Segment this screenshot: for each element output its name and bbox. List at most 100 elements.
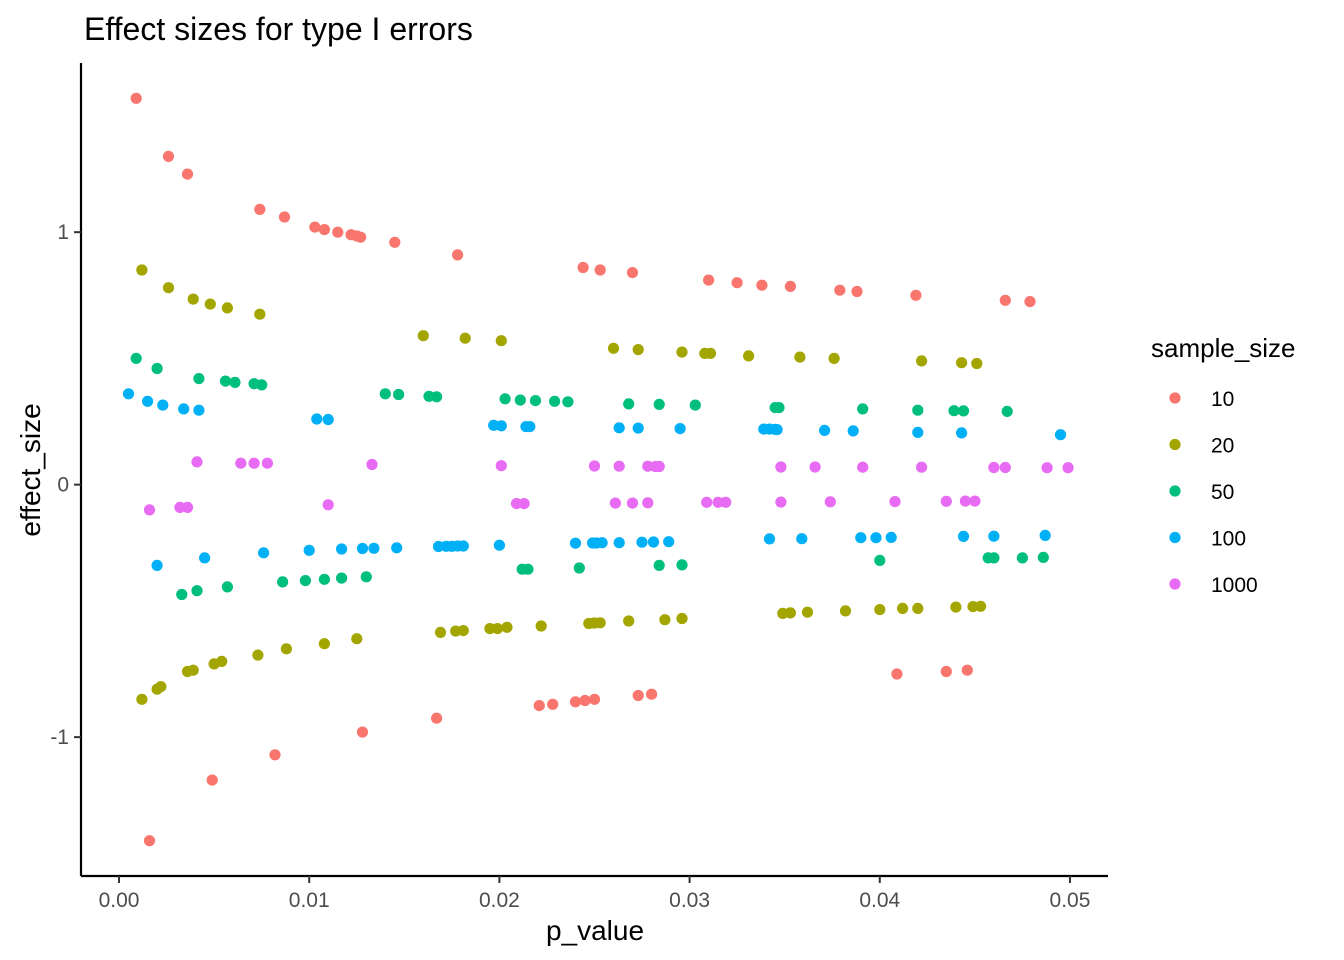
point-1000-4: [366, 458, 378, 471]
point-50-12: [514, 394, 526, 406]
point-1000-7: [613, 460, 625, 472]
x-tick-label-1: 0.01: [289, 889, 330, 912]
point-100-4: [193, 404, 205, 416]
point-1000-2: [248, 457, 260, 469]
point-10-21: [851, 285, 863, 298]
point-20-18: [956, 357, 968, 369]
point-50-33: [360, 571, 372, 583]
point-50-16: [623, 398, 635, 410]
point-100-37: [569, 537, 582, 549]
point-10-19: [784, 280, 797, 292]
point-10-4: [278, 211, 291, 223]
point-50-24: [957, 405, 970, 417]
point-50-35: [522, 563, 534, 575]
point-10-38: [940, 665, 952, 678]
points-layer: [122, 92, 1074, 847]
point-50-20: [773, 402, 785, 414]
point-100-1: [142, 395, 154, 407]
point-10-18: [756, 279, 768, 291]
point-1000-5: [495, 460, 507, 472]
point-100-11: [613, 422, 625, 434]
point-20-37: [535, 620, 547, 632]
point-20-28: [280, 643, 292, 655]
point-1000-21: [181, 501, 194, 513]
point-20-53: [975, 600, 987, 612]
point-20-7: [459, 332, 471, 344]
point-20-41: [623, 615, 635, 627]
point-100-41: [613, 537, 625, 549]
point-1000-15: [988, 461, 1000, 474]
point-50-36: [573, 562, 585, 574]
point-50-14: [549, 395, 561, 407]
point-10-34: [588, 693, 601, 705]
point-10-26: [206, 774, 218, 786]
point-20-24: [187, 664, 199, 676]
point-100-49: [885, 531, 897, 544]
point-20-14: [743, 350, 755, 362]
y-tick-label-2: 1: [57, 221, 69, 244]
point-10-13: [577, 261, 589, 274]
point-10-6: [318, 224, 330, 236]
point-10-5: [309, 221, 321, 233]
point-20-1: [162, 282, 175, 294]
point-100-5: [311, 413, 323, 425]
point-50-42: [1016, 552, 1028, 564]
point-50-26: [176, 588, 188, 601]
point-1000-33: [889, 496, 901, 508]
point-20-50: [912, 602, 924, 615]
point-1000-11: [775, 461, 787, 473]
legend-items: 10 20 50 100 1000: [1169, 388, 1258, 597]
point-50-25: [1001, 405, 1013, 417]
y-tick-label-1: 0: [57, 474, 69, 497]
point-20-51: [950, 601, 962, 613]
x-axis-ticks: 0.00 0.01 0.02 0.03 0.04 0.05: [99, 876, 1090, 912]
point-100-6: [322, 413, 334, 426]
point-1000-25: [609, 497, 622, 509]
legend: sample_size 10 20 50 100 1000: [1151, 333, 1296, 597]
point-100-22: [1054, 429, 1067, 441]
point-20-35: [491, 623, 504, 635]
legend-label-10: 10: [1211, 388, 1234, 411]
point-1000-26: [626, 497, 639, 509]
point-50-0: [130, 352, 142, 364]
point-10-27: [269, 749, 281, 761]
point-20-5: [254, 308, 266, 320]
point-10-24: [1024, 296, 1036, 308]
point-50-43: [1037, 551, 1049, 564]
point-20-46: [801, 606, 814, 618]
point-10-12: [452, 249, 464, 261]
point-100-52: [1039, 529, 1051, 542]
point-20-30: [351, 633, 363, 645]
point-20-0: [136, 264, 148, 276]
point-1000-17: [1041, 462, 1053, 474]
y-tick-label-0: -1: [50, 726, 69, 749]
point-20-17: [916, 355, 928, 367]
point-10-29: [431, 712, 443, 724]
legend-key-1000: [1169, 578, 1181, 590]
point-100-12: [632, 422, 644, 434]
point-100-36: [493, 539, 505, 551]
point-100-8: [495, 420, 507, 432]
chart-title: Effect sizes for type I errors: [84, 11, 473, 47]
point-10-7: [332, 226, 344, 238]
point-1000-35: [959, 495, 972, 507]
point-100-24: [199, 552, 211, 564]
point-20-10: [632, 344, 644, 356]
point-50-2: [193, 373, 205, 385]
point-1000-3: [261, 457, 273, 469]
point-100-48: [870, 532, 882, 544]
point-100-43: [647, 536, 660, 548]
point-1000-28: [701, 496, 713, 508]
point-10-3: [254, 203, 266, 215]
point-100-10: [524, 421, 536, 433]
point-20-19: [971, 357, 983, 370]
point-50-8: [393, 388, 405, 401]
point-100-46: [796, 533, 808, 545]
point-1000-12: [809, 461, 821, 473]
x-tick-label-0: 0.00: [99, 889, 140, 912]
point-20-3: [204, 298, 216, 310]
point-100-20: [912, 426, 924, 438]
point-1000-24: [518, 498, 530, 510]
point-50-17: [653, 398, 665, 410]
point-50-22: [912, 404, 924, 416]
